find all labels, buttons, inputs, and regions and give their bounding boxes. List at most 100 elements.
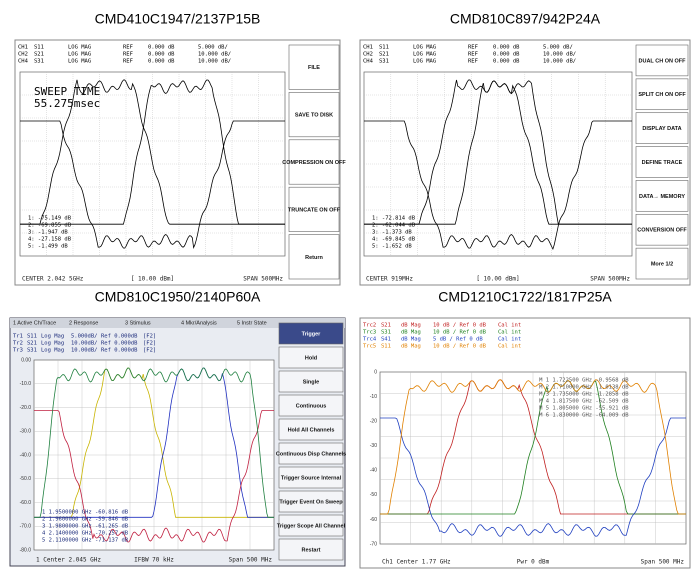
softkey[interactable] <box>278 442 344 465</box>
trace <box>380 379 686 515</box>
header-text: dB Mag <box>401 330 421 336</box>
header-text: Trc5 <box>363 344 376 350</box>
axis-label: -20.0 <box>20 405 32 411</box>
axis-label: -60.0 <box>20 500 32 506</box>
softkey-label: DATA→ MEMORY <box>639 194 685 200</box>
header-text: dB Mag <box>401 337 421 343</box>
header-text: S21 <box>379 52 389 58</box>
softkey-label: Trigger Scope All Channel <box>277 523 346 529</box>
footer-text: CENTER 919MHz <box>366 276 413 283</box>
softkey[interactable] <box>278 346 344 369</box>
marker-readout: 3: -1.373 dB <box>372 230 412 236</box>
softkey[interactable] <box>288 234 340 280</box>
softkey[interactable] <box>635 112 689 144</box>
softkey-label: Restart <box>302 547 321 553</box>
softkey[interactable] <box>288 92 340 138</box>
softkey-label: SAVE TO DISK <box>295 113 333 119</box>
softkey-label: SPLIT CH ON OFF <box>638 92 686 98</box>
header-text: Cal int <box>498 344 521 350</box>
marker-readout: 2: -62.044 dB <box>372 223 416 229</box>
header-text: S31 <box>27 348 37 354</box>
softkey-label: More 1/2 <box>651 262 673 268</box>
header-text: CH1 <box>363 45 373 51</box>
axis-label: -40 <box>370 468 377 474</box>
header-text: Log Mag <box>41 341 64 347</box>
header-text: 5.000 dB/ <box>543 45 573 51</box>
menu-item: 1 Active Ch/Trace <box>13 320 56 326</box>
header-text: LOG MAG <box>68 59 91 65</box>
header-text: S21 <box>34 52 44 58</box>
softkey-label: COMPRESSION ON OFF <box>282 160 346 166</box>
footer-text: CENTER 2.042 5GHz <box>22 276 84 283</box>
footer-text: Ch1 Center 1.77 GHz <box>382 559 451 566</box>
softkey[interactable] <box>278 490 344 513</box>
header-text: Log Mag <box>41 348 64 354</box>
trace <box>34 367 274 518</box>
softkey[interactable] <box>278 418 344 441</box>
marker-readout: 2 1.9600000 GHz -59.846 dB <box>42 517 129 523</box>
header-text: [F2] <box>143 341 156 347</box>
softkey[interactable] <box>635 146 689 178</box>
softkey[interactable] <box>635 213 689 246</box>
footer-text: [ 10.00 dBm] <box>476 276 519 283</box>
header-text: Ref 0.000dB <box>101 334 138 340</box>
softkey-label: Continuous <box>296 403 327 409</box>
softkey[interactable] <box>288 44 340 90</box>
header-text: LOG MAG <box>413 52 436 58</box>
softkey[interactable] <box>635 78 689 111</box>
softkey[interactable] <box>278 322 344 345</box>
softkey[interactable] <box>278 370 344 393</box>
header-text: REF <box>123 45 133 51</box>
axis-label: -60 <box>370 517 377 523</box>
softkey[interactable] <box>278 466 344 489</box>
panel-title: CMD410C1947/2137P15B <box>95 11 261 27</box>
softkey[interactable] <box>288 139 340 185</box>
marker-readout: M 5 1.805000 GHz -55.921 dB <box>539 406 629 412</box>
header-text: 5.000dB/ <box>71 334 98 340</box>
header-text: CH2 <box>363 52 373 58</box>
header-text: 0.000 dB <box>148 45 175 51</box>
header-text: 10.00dB/ <box>71 341 98 347</box>
softkey[interactable] <box>278 514 344 537</box>
header-text: S31 <box>381 330 391 336</box>
header-text: Cal int <box>498 330 521 336</box>
softkey[interactable] <box>288 186 340 232</box>
header-text: REF <box>468 45 478 51</box>
header-text: 10.000 dB/ <box>198 52 231 58</box>
softkey-label: TRUNCATE ON OFF <box>288 207 341 213</box>
axis-label: -80.0 <box>20 547 32 553</box>
marker-readout: 4: -69.845 dB <box>372 237 416 243</box>
trace <box>20 120 285 250</box>
softkey[interactable] <box>278 538 344 561</box>
marker-readout: M 6 1.830000 GHz -64.009 dB <box>539 413 629 419</box>
header-text: Trc3 <box>363 330 376 336</box>
header-text: S41 <box>381 337 391 343</box>
softkey[interactable] <box>635 44 689 77</box>
menu-item: 5 Instr State <box>237 320 267 326</box>
softkey[interactable] <box>278 394 344 417</box>
header-text: CH4 <box>363 59 374 65</box>
trace <box>380 417 686 537</box>
header-text: 10.000 dB/ <box>543 59 576 65</box>
trace <box>34 367 274 518</box>
menu-bar <box>10 318 345 328</box>
footer-text: SPAN 500MHz <box>590 276 630 283</box>
softkey[interactable] <box>635 247 689 280</box>
axis-label: 0 <box>374 369 377 375</box>
panel-title: CMD810C1950/2140P60A <box>95 289 261 305</box>
trace <box>364 80 632 225</box>
header-text: S11 <box>27 334 37 340</box>
footer-text: SPAN 500MHz <box>243 276 283 283</box>
softkey-label: FILE <box>308 65 320 71</box>
marker-readout: 1 1.9500000 GHz -60.816 dB <box>42 510 129 516</box>
menu-item: 3 Stimulus <box>125 320 151 326</box>
softkey-label: Hold <box>305 355 317 361</box>
footer-text: Span 500 MHz <box>229 557 273 564</box>
header-text: Cal int <box>498 337 521 343</box>
softkey[interactable] <box>635 180 689 212</box>
axis-label: -20 <box>370 418 377 424</box>
marker-readout: 1: -75.149 dB <box>28 216 72 222</box>
header-text: S11 <box>34 45 44 51</box>
softkey-label: DUAL CH ON OFF <box>639 58 687 64</box>
